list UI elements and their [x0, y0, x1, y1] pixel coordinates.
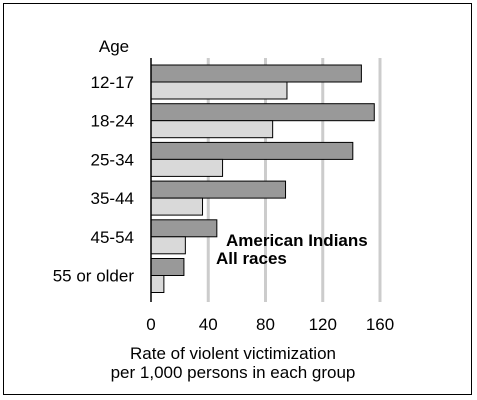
bar-american-indians-55-or-older — [150, 258, 185, 276]
x-tick-label-120: 120 — [309, 315, 337, 334]
category-label-55-or-older: 55 or older — [53, 267, 135, 286]
legend-american-indians: American Indians — [226, 231, 368, 250]
x-axis-label-line1: Rate of violent victimization — [130, 344, 336, 363]
bar-all-races-35-44 — [150, 197, 204, 216]
x-axis-label-line2: per 1,000 persons in each group — [111, 363, 356, 382]
category-label-45-54: 45-54 — [91, 228, 134, 247]
bar-all-races-25-34 — [150, 158, 224, 177]
x-tick-label-80: 80 — [256, 315, 275, 334]
bar-all-races-12-17 — [150, 81, 288, 100]
bar-all-races-18-24 — [150, 120, 274, 139]
x-tick-label-0: 0 — [146, 315, 155, 334]
y-axis-title: Age — [99, 37, 129, 56]
bar-american-indians-12-17 — [150, 64, 362, 83]
category-label-35-44: 35-44 — [91, 189, 134, 208]
x-tick-labels: 0 40 80 120 160 — [146, 315, 394, 334]
bar-american-indians-45-54 — [150, 219, 218, 238]
category-label-12-17: 12-17 — [91, 73, 134, 92]
bars — [150, 64, 375, 293]
category-label-18-24: 18-24 — [91, 112, 134, 131]
x-tick-label-40: 40 — [199, 315, 218, 334]
category-label-25-34: 25-34 — [91, 150, 134, 169]
legend-all-races: All races — [216, 249, 287, 268]
bar-all-races-55-or-older — [150, 275, 165, 293]
bar-american-indians-35-44 — [150, 180, 287, 199]
bar-american-indians-18-24 — [150, 103, 375, 122]
bar-all-races-45-54 — [150, 236, 186, 255]
bar-american-indians-25-34 — [150, 141, 354, 160]
category-labels: 12-17 18-24 25-34 35-44 45-54 55 or older — [53, 73, 135, 286]
x-tick-label-160: 160 — [366, 315, 394, 334]
